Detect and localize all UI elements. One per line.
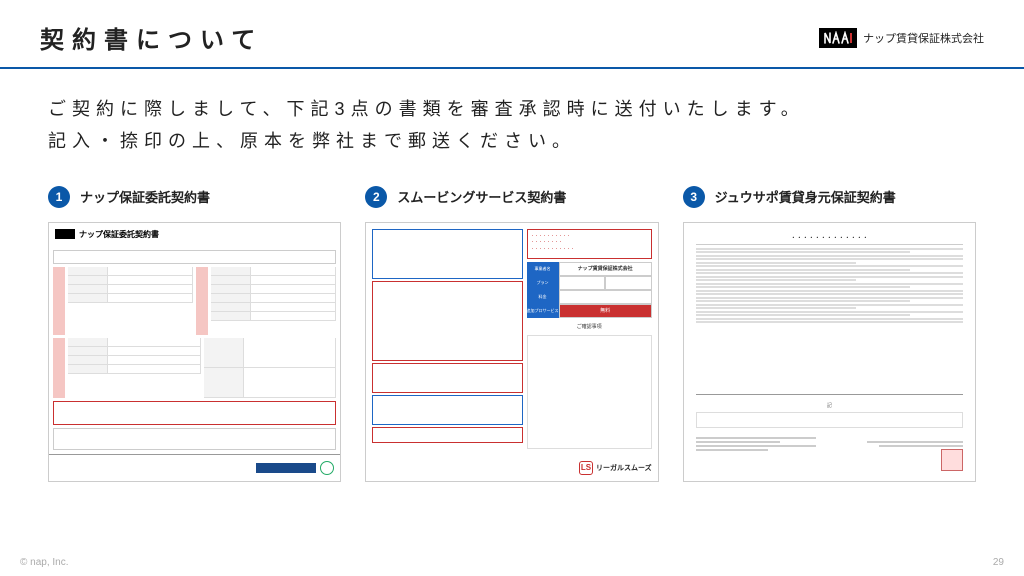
- intro-line-1: ご契約に際しまして、下記3点の書類を審査承認時に送付いたします。: [48, 93, 976, 125]
- logo-mark-icon: [819, 28, 857, 48]
- badge-1: 1: [48, 186, 70, 208]
- document-2-title: スムービングサービス契約書: [397, 187, 566, 206]
- document-1-title: ナップ保証委託契約書: [80, 187, 210, 206]
- header: 契約書について ナップ賃貸保証株式会社: [0, 0, 1024, 67]
- intro-line-2: 記入・捺印の上、原本を弊社まで郵送ください。: [48, 125, 976, 157]
- badge-2: 2: [365, 186, 387, 208]
- header-divider: [0, 67, 1024, 69]
- legal-smooth-logo: LS リーガルスムーズ: [579, 461, 652, 475]
- document-3-title: ジュウサポ賃貸身元保証契約書: [715, 187, 896, 206]
- company-logo: ナップ賃貸保証株式会社: [819, 28, 984, 48]
- document-1: 1 ナップ保証委託契約書 ナップ保証委託契約書: [48, 186, 341, 482]
- document-2-header: 2 スムービングサービス契約書: [365, 186, 658, 208]
- ls-text: リーガルスムーズ: [596, 463, 652, 473]
- document-3: 3 ジュウサポ賃貸身元保証契約書 ・・・・・・・・・・・・・: [683, 186, 976, 482]
- thumb-2-company: ナップ賃貸保証株式会社: [559, 262, 652, 276]
- document-1-header: 1 ナップ保証委託契約書: [48, 186, 341, 208]
- company-name: ナップ賃貸保証株式会社: [863, 30, 984, 46]
- thumb-3-title: ・・・・・・・・・・・・・: [696, 233, 963, 245]
- document-3-thumbnail: ・・・・・・・・・・・・・ 記: [683, 222, 976, 482]
- document-2-thumbnail: ・・・・・・・・・・・・・・・・・・・・・・・・・・・・・ 事業者名ナップ賃貸保…: [365, 222, 658, 482]
- thumb-1-title: ナップ保証委託契約書: [79, 229, 159, 240]
- document-2: 2 スムービングサービス契約書 ・・・・・・・・・・・・・・・・・・・・・・・・…: [365, 186, 658, 482]
- badge-3: 3: [683, 186, 705, 208]
- ls-mark-icon: LS: [579, 461, 593, 475]
- thumb-logo-icon: [55, 229, 75, 239]
- document-1-thumbnail: ナップ保証委託契約書: [48, 222, 341, 482]
- intro-text: ご契約に際しまして、下記3点の書類を審査承認時に送付いたします。 記入・捺印の上…: [0, 93, 1024, 158]
- page-title: 契約書について: [40, 20, 263, 55]
- document-3-header: 3 ジュウサポ賃貸身元保証契約書: [683, 186, 976, 208]
- footer: © nap, Inc. 29: [0, 557, 1024, 568]
- seal-icon: [941, 449, 963, 471]
- thumb-2-notice: ご確認事項: [527, 321, 652, 332]
- documents-row: 1 ナップ保証委託契約書 ナップ保証委託契約書: [0, 158, 1024, 482]
- page-number: 29: [993, 557, 1004, 568]
- copyright: © nap, Inc.: [20, 557, 69, 568]
- thumb-2-notes: ・・・・・・・・・・・・・・・・・・・・・・・・・・・・・: [527, 229, 652, 259]
- thumb-2-free: 無料: [559, 304, 652, 318]
